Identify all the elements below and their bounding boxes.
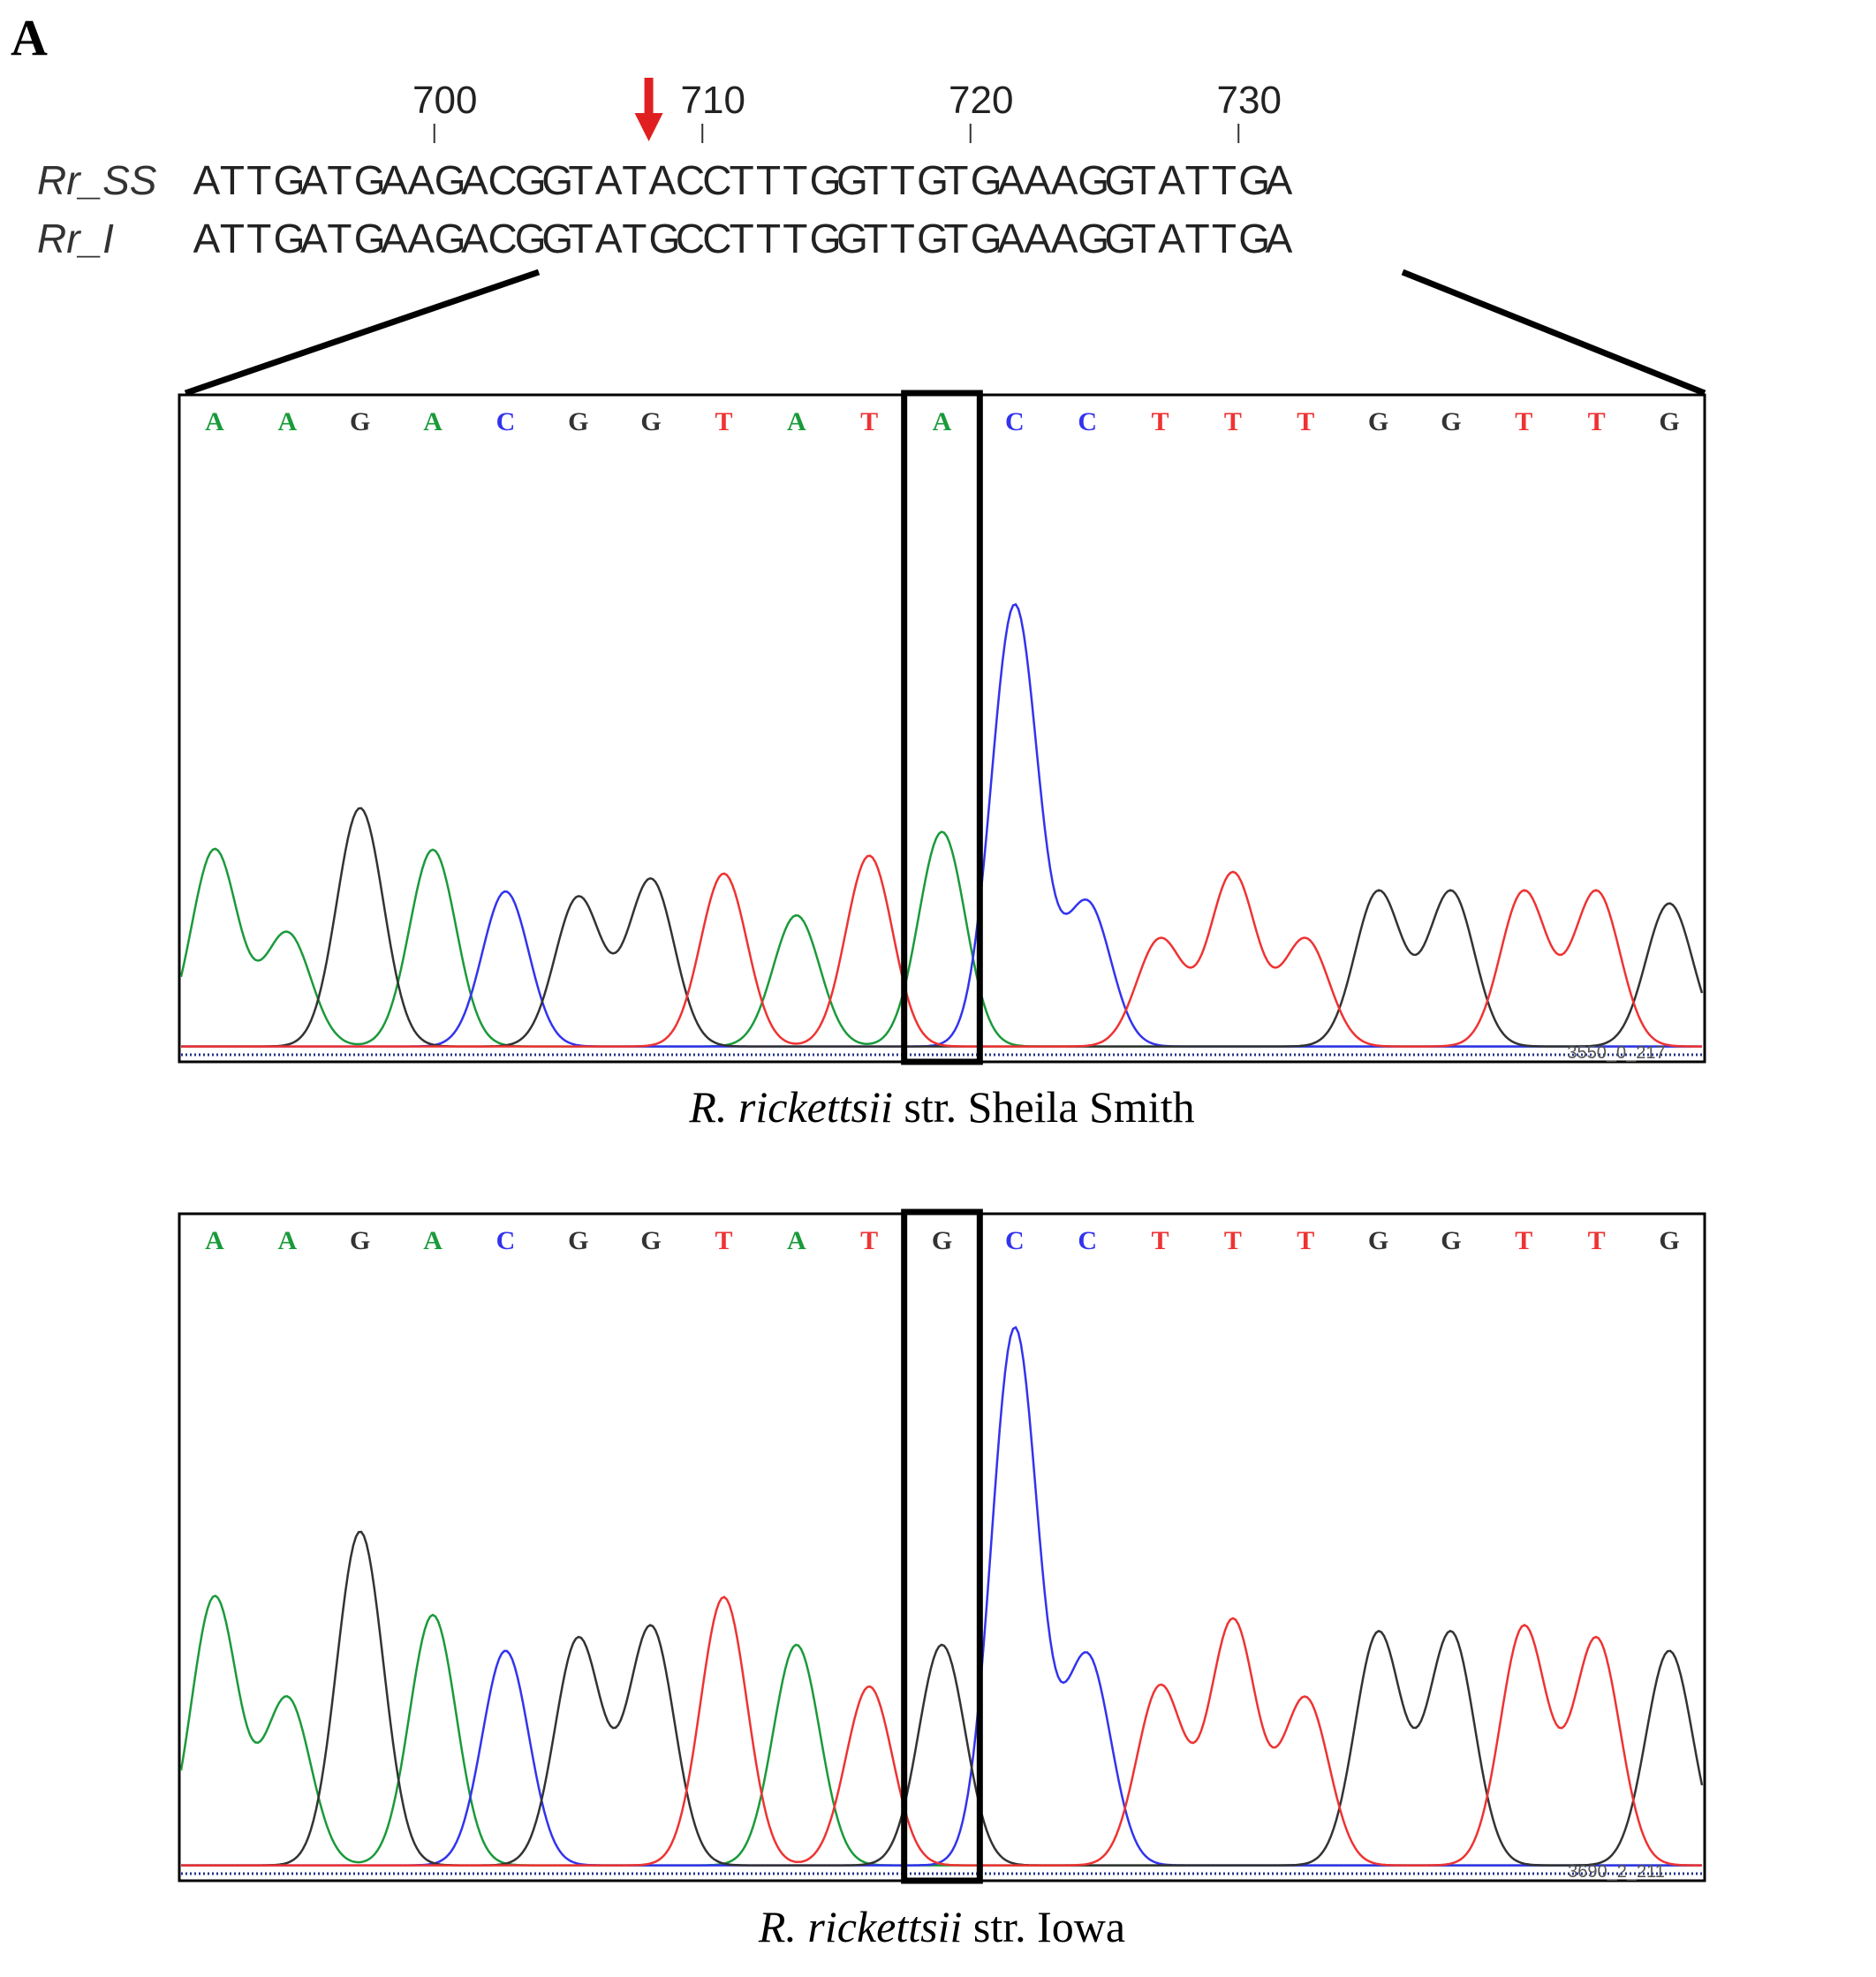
base-call: G	[640, 1226, 661, 1255]
base-call: T	[860, 407, 878, 436]
base-call: G	[1441, 407, 1461, 436]
base-call: T	[1297, 1226, 1314, 1255]
position-ruler: 700 710 720 730	[412, 78, 1282, 143]
caption-species: R. rickettsii	[688, 1082, 893, 1132]
chromatogram-frame	[178, 1212, 1706, 1882]
base-call: T	[1588, 407, 1606, 436]
base-call: C	[1078, 407, 1097, 436]
base-call: A	[278, 407, 298, 436]
ruler-tick-label: 710	[681, 79, 745, 122]
ruler-tick-label: 700	[412, 79, 477, 122]
base-call: A	[205, 1226, 224, 1255]
snp-arrow-icon	[634, 78, 663, 141]
snp-highlight-box	[901, 1208, 983, 1884]
run-id: 3550_0_217	[1567, 1043, 1665, 1063]
base-call: A	[787, 1226, 806, 1255]
trace-G	[181, 1530, 1704, 1867]
base-call: A	[933, 407, 952, 436]
base-call: T	[1152, 407, 1169, 436]
trace-T	[181, 1595, 1702, 1867]
ruler-tick-label: 730	[1217, 79, 1282, 122]
panel-label: A	[11, 9, 48, 66]
base-call: G	[350, 1226, 370, 1255]
chromatogram-iowa: AAGACGGTATGCCTTTGGTTGAAGACGGTATGCCTTTGGT…	[178, 1208, 1706, 1951]
ruler-tick-label: 720	[949, 79, 1013, 122]
base-call: C	[496, 407, 516, 436]
base-call: G	[1441, 1226, 1461, 1255]
base-call: G	[1368, 1226, 1388, 1255]
sequence-text: ATTGATGAAGACGGTATACCTTTGGTTGTGAAAGGTATTG…	[193, 157, 1293, 203]
sequence-text: ATTGATGAAGACGGTATGCCTTTGGTTGTGAAAGGTATTG…	[193, 216, 1293, 261]
base-call: C	[496, 1226, 516, 1255]
base-call: G	[568, 1226, 588, 1255]
chromatogram-caption: R. rickettsii str. Sheila Smith	[688, 1082, 1194, 1132]
base-call: C	[1005, 1226, 1025, 1255]
base-call: A	[787, 407, 806, 436]
base-call: G	[1368, 407, 1388, 436]
caption-species: R. rickettsii	[758, 1902, 963, 1951]
base-call: A	[278, 1226, 298, 1255]
caption-strain: str. Sheila Smith	[893, 1082, 1195, 1132]
sequence-name: Rr_I	[37, 216, 114, 261]
base-call: T	[1297, 407, 1314, 436]
snp-highlight-box	[901, 390, 983, 1065]
base-call: T	[1588, 1226, 1606, 1255]
base-call: T	[1224, 1226, 1242, 1255]
base-call: T	[860, 1226, 878, 1255]
base-call: C	[1005, 407, 1025, 436]
chromatogram-frame	[178, 393, 1706, 1064]
base-call: T	[1152, 1226, 1169, 1255]
base-call: T	[1515, 407, 1532, 436]
base-call: G	[350, 407, 370, 436]
sequence-alignment: Rr_SS ATTGATGAAGACGGTATACCTTTGGTTGTGAAAGG…	[37, 157, 1293, 261]
caption-strain: str. Iowa	[962, 1902, 1125, 1951]
run-id: 3690_2_211	[1568, 1862, 1665, 1882]
base-call: A	[423, 1226, 443, 1255]
base-call: G	[1659, 407, 1679, 436]
base-call: T	[715, 1226, 732, 1255]
trace-G	[181, 807, 1704, 1048]
base-call: G	[1659, 1226, 1679, 1255]
base-call: T	[1224, 407, 1242, 436]
base-call: A	[205, 407, 224, 436]
base-call: T	[715, 407, 732, 436]
zoom-line-right	[1401, 269, 1706, 397]
base-call: T	[1515, 1226, 1532, 1255]
trace-T	[181, 854, 1702, 1048]
zoom-connector-lines	[184, 269, 1706, 397]
chromatogram-caption: R. rickettsii str. Iowa	[758, 1902, 1125, 1951]
sequence-name: Rr_SS	[37, 157, 157, 203]
base-call: A	[423, 407, 443, 436]
base-call: G	[640, 407, 661, 436]
chromatogram-sheila-smith: AAGACGGTATACCTTTGGTTGAAGACGGTATACCTTTGGT…	[178, 390, 1706, 1132]
zoom-line-left	[184, 269, 541, 397]
base-call: G	[932, 1226, 952, 1255]
base-call: C	[1078, 1226, 1097, 1255]
base-call: G	[568, 407, 588, 436]
